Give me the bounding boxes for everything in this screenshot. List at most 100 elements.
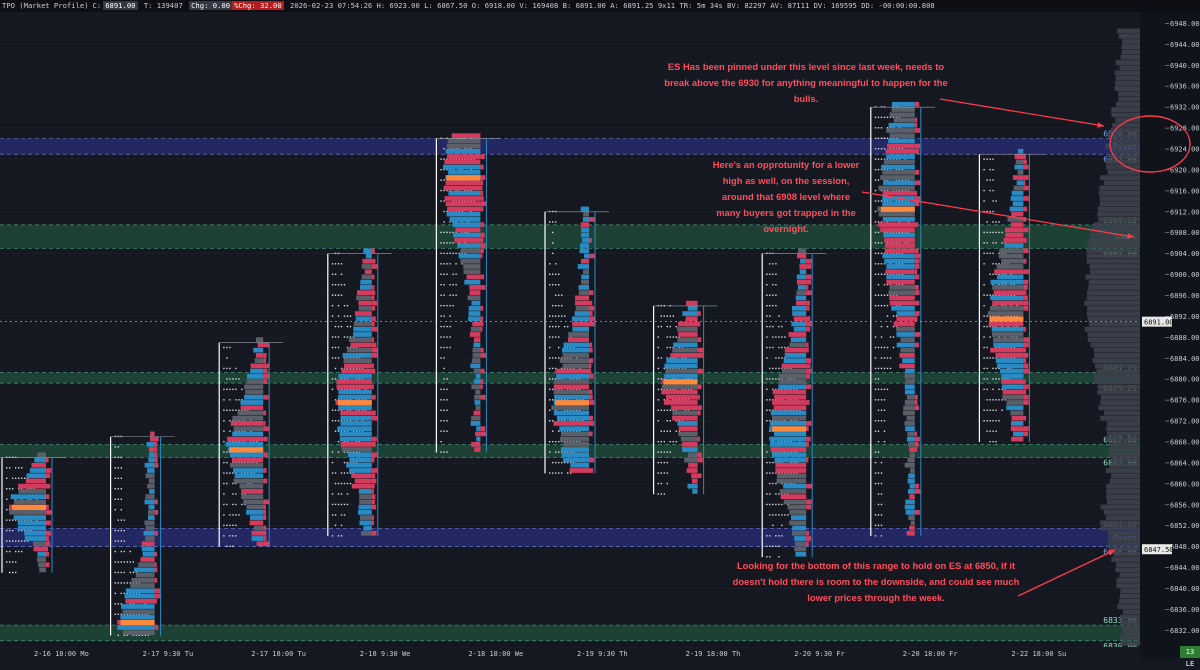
profile-tail	[1023, 196, 1029, 201]
tpo-dot	[883, 168, 886, 171]
tpo-dot	[21, 477, 23, 479]
profile-bar	[909, 452, 915, 458]
tpo-dot	[781, 535, 783, 537]
tpo-dot	[343, 430, 346, 432]
profile-bar	[1003, 237, 1024, 243]
profile-bar	[582, 237, 589, 243]
tpo-dot	[561, 399, 563, 401]
tpo-dot	[579, 378, 581, 380]
tpo-dot	[1010, 346, 1012, 349]
profile-tail	[46, 468, 52, 473]
tpo-dot	[992, 200, 994, 202]
tpo-dot	[874, 346, 877, 349]
tpo-dot	[877, 294, 880, 296]
profile-bar	[148, 515, 155, 520]
profile-bar	[880, 175, 915, 180]
tpo-dot	[337, 357, 340, 359]
tpo-dot	[549, 378, 551, 380]
instrument-title[interactable]: TPO (Market Profile)	[2, 1, 89, 10]
profile-tail	[154, 567, 158, 573]
tpo-dot	[1001, 378, 1003, 380]
tpo-dot	[880, 472, 883, 474]
tpo-dot	[992, 409, 994, 411]
tpo-dot	[986, 252, 988, 255]
profile-bar	[905, 426, 915, 432]
tpo-dot	[775, 493, 777, 495]
tpo-dot	[877, 493, 880, 495]
tpo-dot	[337, 409, 340, 411]
tpo-dot	[337, 294, 340, 296]
profile-bar	[910, 468, 915, 473]
tpo-dot	[346, 451, 349, 453]
profile-tail	[480, 175, 486, 180]
tpo-dot	[995, 200, 997, 202]
tpo-dot	[561, 420, 563, 422]
tpo-dot	[772, 482, 774, 485]
profile-bar	[13, 499, 47, 505]
profile-tail	[371, 515, 374, 520]
profile-tail	[589, 305, 595, 311]
tpo-dot	[15, 571, 17, 574]
tpo-dot	[898, 116, 901, 119]
tpo-dot	[657, 472, 659, 474]
profile-tail	[589, 253, 595, 259]
tpo-dot	[226, 378, 228, 380]
tpo-dot	[343, 461, 346, 464]
tpo-dot	[998, 284, 1000, 286]
tpo-dot	[129, 582, 131, 584]
tpo-dot	[241, 440, 243, 443]
tpo-dot	[907, 231, 910, 234]
tpo-dot	[555, 357, 557, 359]
profile-bar	[779, 379, 807, 384]
volume-bar	[1120, 640, 1140, 646]
tpo-dot	[15, 540, 17, 542]
profile-bar	[882, 253, 915, 259]
tpo-dot	[564, 399, 566, 401]
tpo-dot	[874, 252, 877, 255]
tpo-dot	[775, 409, 777, 411]
annotation-text: lower prices through the week.	[807, 592, 945, 603]
profile-tail	[1023, 285, 1028, 290]
poc-bar	[446, 175, 481, 181]
profile-tail	[46, 509, 52, 515]
volume-bar	[1086, 258, 1140, 264]
tpo-dot	[874, 221, 877, 223]
tpo-dot	[784, 514, 786, 516]
tpo-dot	[443, 325, 445, 328]
tpo-dot	[24, 540, 26, 542]
tick-label: 6864.00	[1170, 459, 1200, 467]
profile-bar	[150, 431, 155, 437]
tpo-dot	[769, 273, 771, 275]
profile-bar	[476, 426, 481, 432]
tpo-dot	[238, 430, 240, 432]
volume-bar	[1111, 112, 1140, 118]
tpo-dot	[790, 378, 792, 380]
tpo-dot	[467, 231, 469, 234]
tpo-dot	[772, 378, 774, 380]
tpo-dot	[992, 168, 994, 171]
profile-bar	[906, 436, 915, 442]
tpo-dot	[340, 503, 343, 506]
profile-bar	[559, 358, 589, 364]
tpo-dot	[117, 467, 119, 469]
tpo-dot	[880, 514, 883, 516]
tpo-dot	[687, 399, 689, 401]
profile-bar	[993, 342, 1024, 348]
tpo-dot	[687, 378, 689, 380]
tpo-dot	[874, 514, 877, 516]
profile-bar	[881, 164, 915, 170]
corner-badge[interactable]: 13 LE	[1180, 646, 1200, 668]
tpo-dot	[992, 315, 994, 317]
tpo-dot	[461, 200, 463, 202]
tpo-dot	[1001, 252, 1003, 255]
tpo-dot	[117, 435, 119, 438]
tpo-dot	[555, 221, 557, 223]
profile-bar	[896, 326, 915, 332]
profile-bar	[663, 400, 698, 405]
tpo-dot	[440, 420, 442, 422]
tpo-dot	[114, 582, 116, 584]
tpo-dot	[223, 482, 225, 485]
tpo-dot	[790, 399, 792, 401]
tpo-dot	[874, 451, 877, 453]
